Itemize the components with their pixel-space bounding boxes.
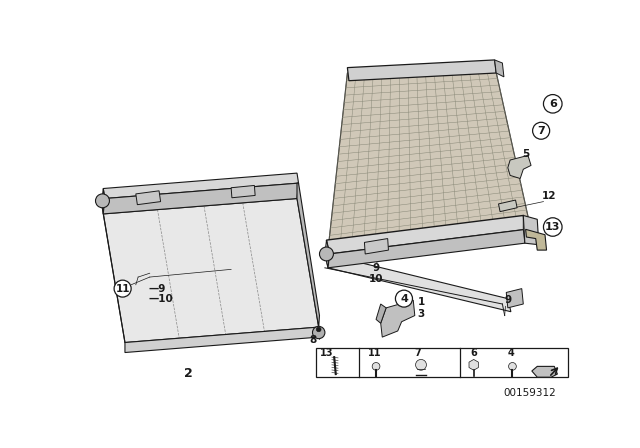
Circle shape xyxy=(312,326,325,339)
Circle shape xyxy=(415,359,426,370)
Circle shape xyxy=(543,95,562,113)
Polygon shape xyxy=(325,240,330,268)
Text: 00159312: 00159312 xyxy=(503,388,556,397)
Text: —9: —9 xyxy=(148,284,166,293)
Polygon shape xyxy=(325,254,511,312)
Polygon shape xyxy=(328,229,527,268)
Text: 5: 5 xyxy=(522,149,529,159)
Text: 10: 10 xyxy=(369,274,383,284)
Polygon shape xyxy=(316,348,568,377)
Text: 6: 6 xyxy=(470,348,477,358)
Polygon shape xyxy=(103,173,298,198)
Polygon shape xyxy=(524,215,539,245)
Text: 11: 11 xyxy=(368,348,381,358)
Polygon shape xyxy=(231,185,255,198)
Text: 4: 4 xyxy=(508,348,515,358)
Text: —10: —10 xyxy=(148,293,173,304)
Polygon shape xyxy=(524,215,527,243)
Text: 7: 7 xyxy=(537,126,545,136)
Circle shape xyxy=(509,362,516,370)
Polygon shape xyxy=(328,65,529,250)
Polygon shape xyxy=(364,238,388,254)
Text: 7: 7 xyxy=(415,348,421,358)
Text: 2: 2 xyxy=(184,367,193,380)
Text: 1: 1 xyxy=(417,297,424,307)
Polygon shape xyxy=(532,366,557,377)
Text: 3: 3 xyxy=(417,309,424,319)
Polygon shape xyxy=(499,200,517,211)
Circle shape xyxy=(532,122,550,139)
Text: 9: 9 xyxy=(372,263,380,273)
Circle shape xyxy=(114,280,131,297)
Polygon shape xyxy=(348,60,496,81)
Text: 9: 9 xyxy=(504,295,511,305)
Text: 13: 13 xyxy=(320,348,333,358)
Text: 13: 13 xyxy=(545,222,561,232)
Circle shape xyxy=(319,247,333,261)
Circle shape xyxy=(396,290,412,307)
Text: 6: 6 xyxy=(549,99,557,109)
Polygon shape xyxy=(103,183,298,214)
Text: 12: 12 xyxy=(541,191,556,201)
Polygon shape xyxy=(381,300,415,337)
Polygon shape xyxy=(297,183,319,327)
Polygon shape xyxy=(506,289,524,308)
Text: 11: 11 xyxy=(115,284,130,293)
Polygon shape xyxy=(103,198,319,343)
Polygon shape xyxy=(125,327,319,353)
Polygon shape xyxy=(469,359,478,370)
Polygon shape xyxy=(508,155,531,178)
Circle shape xyxy=(95,194,109,208)
Polygon shape xyxy=(326,215,527,254)
Text: 4: 4 xyxy=(400,293,408,304)
Circle shape xyxy=(543,218,562,236)
Polygon shape xyxy=(136,191,161,205)
Circle shape xyxy=(372,362,380,370)
Polygon shape xyxy=(525,229,547,250)
Polygon shape xyxy=(495,60,504,77)
Text: 8: 8 xyxy=(309,335,316,345)
Polygon shape xyxy=(376,304,386,323)
Polygon shape xyxy=(102,189,105,214)
Circle shape xyxy=(316,327,321,332)
